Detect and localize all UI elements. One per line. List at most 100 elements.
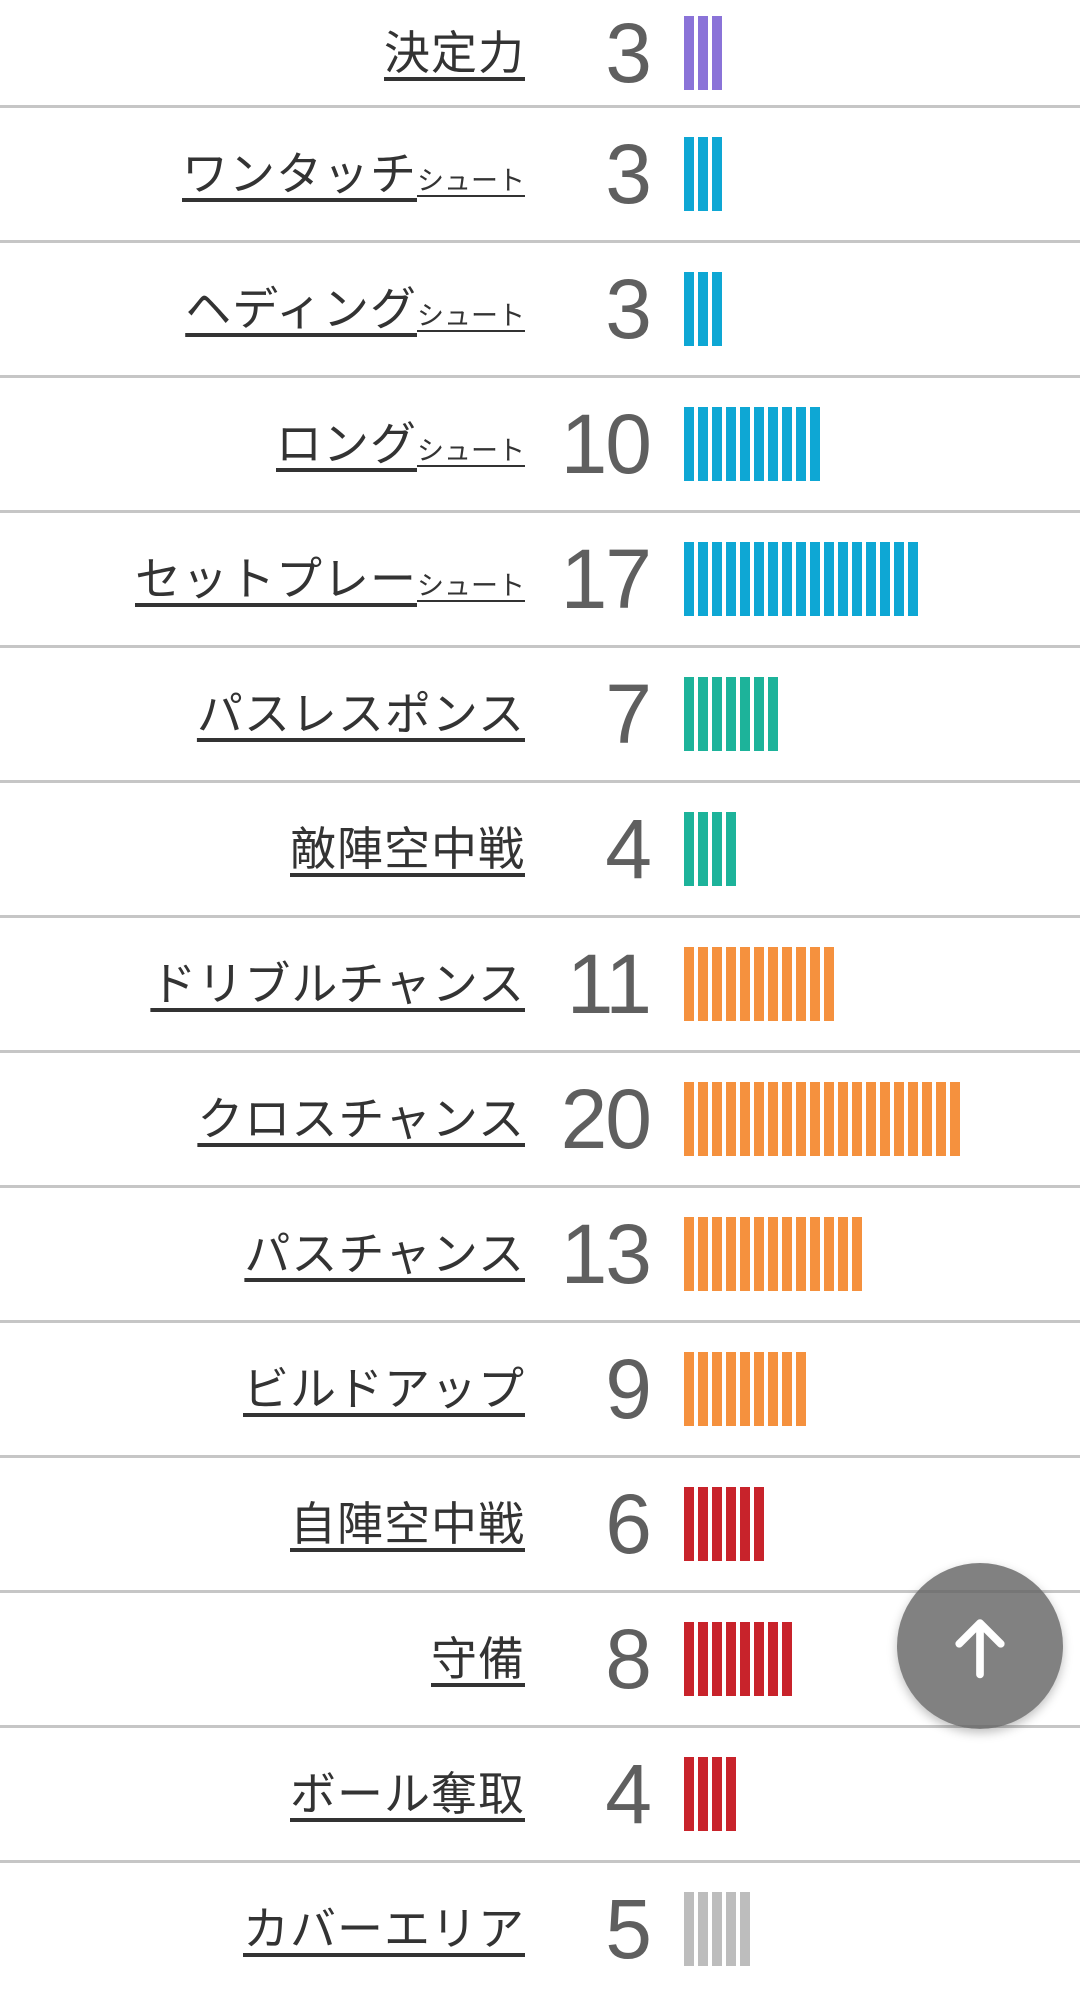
stat-tally-bars bbox=[684, 1892, 1080, 1966]
bar-tick bbox=[712, 15, 722, 90]
bar-tick bbox=[698, 1622, 708, 1696]
bar-tick bbox=[698, 137, 708, 211]
stat-label-link[interactable]: ワンタッチシュート bbox=[0, 151, 525, 197]
bar-tick bbox=[852, 1082, 862, 1156]
stat-label: 決定力 bbox=[384, 26, 525, 79]
stat-label-link[interactable]: パスチャンス bbox=[0, 1231, 525, 1277]
bar-tick bbox=[712, 812, 722, 886]
stat-tally-bars bbox=[684, 812, 1080, 886]
stat-value: 9 bbox=[605, 1342, 652, 1436]
bar-tick bbox=[782, 542, 792, 616]
stat-label-link[interactable]: 敵陣空中戦 bbox=[0, 826, 525, 872]
bar-tick bbox=[698, 1487, 708, 1561]
stat-row: セットプレーシュート 17 bbox=[0, 513, 1080, 648]
stat-label: パスレスポンス bbox=[196, 688, 525, 740]
stat-label-link[interactable]: ロングシュート bbox=[0, 421, 525, 467]
stat-label-link[interactable]: 守備 bbox=[0, 1636, 525, 1682]
bar-tick bbox=[796, 1352, 806, 1426]
bar-tick bbox=[684, 542, 694, 616]
bar-tick bbox=[684, 1082, 694, 1156]
stat-row: 決定力 3 bbox=[0, 0, 1080, 108]
bar-tick bbox=[684, 1757, 694, 1831]
stat-label-link[interactable]: ビルドアップ bbox=[0, 1366, 525, 1412]
stat-value: 20 bbox=[560, 1072, 652, 1166]
bar-tick bbox=[684, 947, 694, 1021]
stat-value: 5 bbox=[605, 1882, 652, 1976]
stat-row: 守備 8 bbox=[0, 1593, 1080, 1728]
bar-tick bbox=[740, 1217, 750, 1291]
bar-tick bbox=[726, 1757, 736, 1831]
bar-tick bbox=[726, 677, 736, 751]
bar-tick bbox=[684, 1487, 694, 1561]
stat-row: ドリブルチャンス 11 bbox=[0, 918, 1080, 1053]
bar-tick bbox=[768, 1622, 778, 1696]
stat-value: 17 bbox=[560, 532, 652, 626]
stat-row: ヘディングシュート 3 bbox=[0, 243, 1080, 378]
stat-value: 4 bbox=[605, 1747, 652, 1841]
bar-tick bbox=[712, 677, 722, 751]
stat-label-link[interactable]: ボール奪取 bbox=[0, 1771, 525, 1817]
bar-tick bbox=[768, 1217, 778, 1291]
bar-tick bbox=[838, 542, 848, 616]
bar-tick bbox=[712, 272, 722, 346]
bar-tick bbox=[796, 407, 806, 481]
bar-tick bbox=[712, 407, 722, 481]
stat-label: クロスチャンス bbox=[197, 1093, 525, 1145]
bar-tick bbox=[684, 1217, 694, 1291]
bar-tick bbox=[810, 542, 820, 616]
bar-tick bbox=[712, 947, 722, 1021]
bar-tick bbox=[880, 542, 890, 616]
bar-tick bbox=[684, 1352, 694, 1426]
stat-label: セットプレー bbox=[135, 553, 417, 605]
bar-tick bbox=[740, 1622, 750, 1696]
bar-tick bbox=[880, 1082, 890, 1156]
stat-value: 8 bbox=[605, 1612, 652, 1706]
stat-label-link[interactable]: 自陣空中戦 bbox=[0, 1501, 525, 1547]
stat-label-link[interactable]: パスレスポンス bbox=[0, 691, 525, 737]
bar-tick bbox=[782, 947, 792, 1021]
bar-tick bbox=[726, 1487, 736, 1561]
stat-row: パスレスポンス 7 bbox=[0, 648, 1080, 783]
stat-label: ワンタッチ bbox=[182, 148, 417, 200]
bar-tick bbox=[824, 1217, 834, 1291]
stat-label-link[interactable]: カバーエリア bbox=[0, 1906, 525, 1952]
bar-tick bbox=[726, 407, 736, 481]
bar-tick bbox=[768, 677, 778, 751]
bar-tick bbox=[768, 542, 778, 616]
stat-tally-bars bbox=[684, 407, 1080, 481]
bar-tick bbox=[782, 1082, 792, 1156]
bar-tick bbox=[908, 1082, 918, 1156]
bar-tick bbox=[698, 407, 708, 481]
stat-value: 11 bbox=[566, 937, 652, 1031]
bar-tick bbox=[726, 1622, 736, 1696]
stat-row: ロングシュート 10 bbox=[0, 378, 1080, 513]
stat-row: パスチャンス 13 bbox=[0, 1188, 1080, 1323]
scroll-to-top-button[interactable] bbox=[897, 1563, 1063, 1729]
stat-label-suffix: シュート bbox=[417, 436, 525, 466]
bar-tick bbox=[726, 1892, 736, 1966]
bar-tick bbox=[754, 677, 764, 751]
bar-tick bbox=[754, 542, 764, 616]
bar-tick bbox=[740, 407, 750, 481]
stat-label-link[interactable]: セットプレーシュート bbox=[0, 556, 525, 602]
bar-tick bbox=[754, 1352, 764, 1426]
bar-tick bbox=[824, 542, 834, 616]
bar-tick bbox=[740, 677, 750, 751]
bar-tick bbox=[684, 1892, 694, 1966]
stat-label-link[interactable]: ドリブルチャンス bbox=[0, 961, 525, 1007]
bar-tick bbox=[740, 1487, 750, 1561]
bar-tick bbox=[698, 947, 708, 1021]
bar-tick bbox=[698, 15, 708, 90]
bar-tick bbox=[712, 1622, 722, 1696]
bar-tick bbox=[712, 1757, 722, 1831]
stat-label-link[interactable]: 決定力 bbox=[0, 30, 525, 76]
bar-tick bbox=[796, 1217, 806, 1291]
stat-tally-bars bbox=[684, 1757, 1080, 1831]
stat-label-link[interactable]: クロスチャンス bbox=[0, 1096, 525, 1142]
bar-tick bbox=[698, 812, 708, 886]
stat-label-link[interactable]: ヘディングシュート bbox=[0, 286, 525, 332]
bar-tick bbox=[698, 1892, 708, 1966]
bar-tick bbox=[684, 15, 694, 90]
bar-tick bbox=[768, 407, 778, 481]
